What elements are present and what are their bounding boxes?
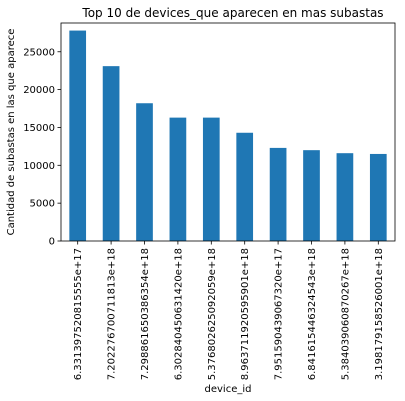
x-tick-label: 6.841615446324543e+18 <box>307 248 318 380</box>
y-tick-label: 20000 <box>23 85 55 96</box>
y-tick-label: 25000 <box>23 47 55 58</box>
bar-10 <box>369 153 387 241</box>
bar-2 <box>102 66 120 242</box>
bar-5 <box>202 117 220 241</box>
x-tick-label: 3.198179158526001e+18 <box>374 248 385 380</box>
x-tick-label: 5.384039060870267e+18 <box>340 248 351 380</box>
chart-title: Top 10 de devices_que aparecen en mas su… <box>81 6 383 20</box>
y-axis: 0 5000 10000 15000 20000 25000 <box>23 47 61 248</box>
y-axis-title: Cantidad de subastas en las que aparece <box>6 29 17 236</box>
y-tick-label: 5000 <box>30 199 55 210</box>
x-tick-label: 5.376802625092059e+18 <box>207 248 218 380</box>
y-tick-label: 10000 <box>23 161 55 172</box>
x-axis-title: device_id <box>205 384 252 395</box>
x-tick-label: 8.963711920595901e+18 <box>240 248 251 380</box>
x-tick-label: 6.331397520815555e+17 <box>73 248 84 380</box>
x-tick-label: 7.951590439067320e+17 <box>274 248 285 380</box>
bar-6 <box>236 132 254 241</box>
bar-4 <box>169 117 187 241</box>
bar-8 <box>303 150 320 241</box>
plot-frame <box>60 22 396 242</box>
bars-group <box>69 30 387 242</box>
x-tick-label: 7.298861650386354e+18 <box>140 248 151 380</box>
y-tick-label: 0 <box>49 237 55 248</box>
bar-9 <box>336 153 354 241</box>
y-tick-label: 15000 <box>23 123 55 134</box>
x-tick-label: 6.302840450631420e+18 <box>173 248 184 380</box>
bar-7 <box>269 147 287 241</box>
x-axis: 6.331397520815555e+17 7.202276700711813e+… <box>73 241 385 380</box>
bar-1 <box>69 30 87 241</box>
bar-3 <box>136 103 153 242</box>
x-tick-label: 7.202276700711813e+18 <box>107 248 118 380</box>
